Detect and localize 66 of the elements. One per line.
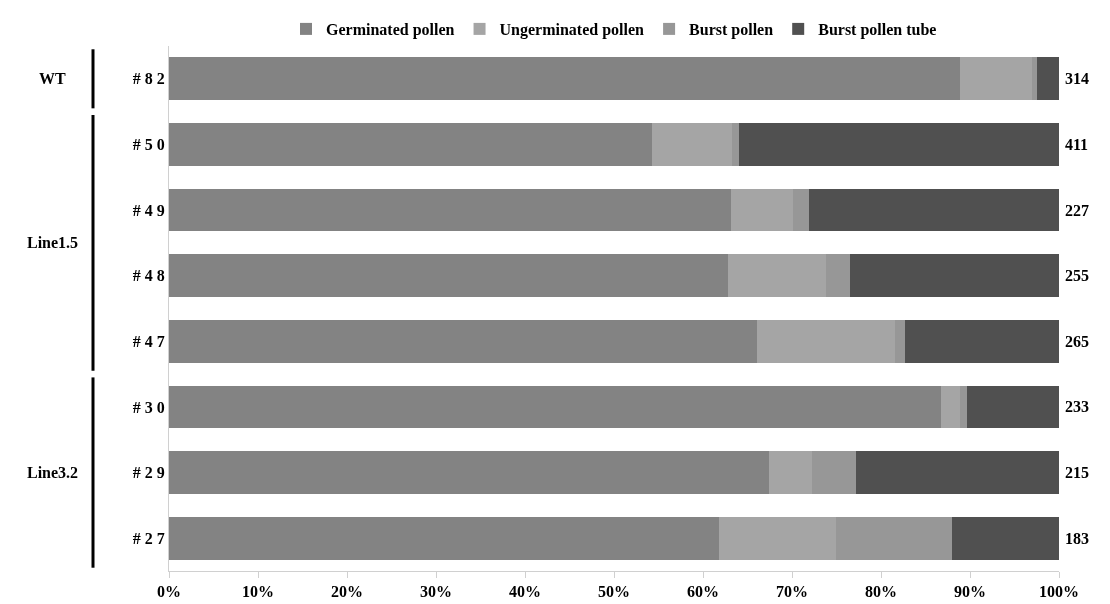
y-tick-label: # 3 0 [132, 398, 165, 416]
bar [811, 451, 857, 494]
bar [952, 516, 1059, 560]
x-tick-label: 50% [598, 583, 630, 601]
text: 314 [1065, 70, 1089, 87]
y-tick-label: # 4 8 [132, 267, 165, 285]
legend-label: Ungerminated pollen [499, 21, 645, 40]
bar [967, 385, 1059, 429]
bar [169, 188, 731, 232]
bar [757, 319, 896, 363]
bar [738, 123, 1059, 166]
bar [835, 516, 953, 560]
bar [1032, 57, 1037, 101]
bar [792, 188, 809, 232]
bar [905, 319, 1059, 363]
legend-label: Burst pollen [689, 21, 774, 40]
bar [169, 254, 728, 298]
x-tick-label: 90% [954, 583, 986, 601]
y-tick-label: # 4 7 [132, 332, 165, 350]
bar [169, 385, 941, 429]
y-tick-label: # 8 2 [132, 70, 165, 88]
text: Line3.2 [27, 464, 79, 481]
bar [808, 188, 1059, 232]
bar [960, 385, 968, 429]
legend-label: Burst pollen tube [818, 21, 937, 40]
bar [730, 188, 793, 232]
y-tick-label: # 2 7 [132, 529, 165, 547]
bar [895, 319, 906, 363]
bar [1036, 57, 1059, 101]
bar [652, 123, 733, 166]
bar [169, 451, 769, 494]
bar [732, 123, 739, 166]
bar [169, 319, 758, 363]
bar [768, 451, 812, 494]
x-tick-label: 40% [509, 583, 541, 601]
text: Line1.5 [27, 234, 79, 251]
bar [719, 516, 836, 560]
bar [727, 254, 826, 298]
text: 183 [1065, 530, 1089, 547]
bar [960, 57, 1033, 101]
x-tick-label: 60% [687, 583, 719, 601]
x-tick-label: 10% [242, 583, 274, 601]
bar [849, 254, 1059, 298]
text: 265 [1065, 333, 1089, 350]
text: 255 [1065, 267, 1089, 284]
x-tick-label: 80% [865, 583, 897, 601]
x-tick-label: 70% [776, 583, 808, 601]
y-tick-label: # 4 9 [132, 201, 165, 219]
text: 233 [1065, 398, 1089, 415]
y-tick-label: # 5 0 [132, 136, 165, 154]
text: 411 [1065, 136, 1089, 153]
text: 227 [1065, 202, 1089, 219]
bar [169, 123, 653, 166]
x-tick-label: 100% [1039, 583, 1079, 601]
text: WT [39, 70, 66, 87]
bar [169, 516, 720, 560]
y-tick-label: # 2 9 [132, 464, 165, 482]
legend-label: Germinated pollen [326, 21, 455, 40]
x-tick-label: 0% [157, 583, 181, 601]
bar [169, 57, 961, 101]
bar [940, 385, 961, 429]
text: 215 [1065, 464, 1089, 481]
x-tick-label: 20% [331, 583, 363, 601]
bar [825, 254, 850, 298]
bar [856, 451, 1059, 494]
x-tick-label: 30% [420, 583, 452, 601]
